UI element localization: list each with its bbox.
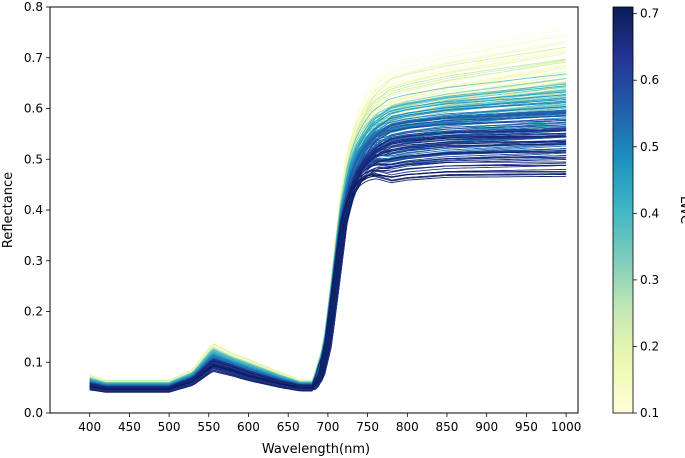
x-tick-label: 700 [316, 420, 339, 434]
y-tick-label: 0.5 [24, 152, 43, 166]
plot-frame [49, 6, 579, 414]
y-tick-label: 0.3 [24, 254, 43, 268]
colorbar-tick-label: 0.4 [640, 206, 659, 220]
colorbar-label: LWC [677, 196, 685, 224]
colorbar-tick-label: 0.7 [640, 7, 659, 21]
spectra-series [89, 27, 567, 393]
x-tick-label: 800 [396, 420, 419, 434]
spectrum-line [89, 164, 567, 388]
y-tick-label: 0.2 [24, 305, 43, 319]
y-axis-ticks: 0.0 0.1 0.2 0.3 0.4 0.5 0.6 0.7 0.8 [24, 0, 50, 420]
spectrum-line [89, 171, 567, 390]
colorbar-tick-label: 0.3 [640, 273, 659, 287]
x-tick-label: 400 [78, 420, 101, 434]
y-tick-label: 0.7 [24, 51, 43, 65]
colorbar-tick-label: 0.2 [640, 339, 659, 353]
colorbar-ticks: 0.1 0.2 0.3 0.4 0.5 0.6 0.7 [633, 7, 659, 420]
spectrum-line [89, 161, 567, 390]
colorbar-tick-label: 0.1 [640, 406, 659, 420]
x-tick-label: 600 [237, 420, 260, 434]
x-axis-ticks: 400 450 500 550 600 650 700 750 800 850 900 950 1000 [78, 413, 581, 434]
x-tick-label: 550 [197, 420, 220, 434]
colorbar [612, 6, 634, 414]
x-tick-label: 650 [277, 420, 300, 434]
x-tick-label: 850 [436, 420, 459, 434]
x-tick-label: 500 [158, 420, 181, 434]
x-tick-label: 950 [515, 420, 538, 434]
spectrum-line [89, 174, 567, 393]
x-tick-label: 750 [356, 420, 379, 434]
x-tick-label: 450 [118, 420, 141, 434]
x-tick-label: 900 [475, 420, 498, 434]
y-tick-label: 0.4 [24, 203, 43, 217]
colorbar-tick-label: 0.6 [640, 73, 659, 87]
y-axis-label: Reflectance [1, 172, 16, 248]
x-axis-label: Wavelength(nm) [262, 442, 370, 457]
colorbar-tick-label: 0.5 [640, 140, 659, 154]
y-tick-label: 0.8 [24, 0, 43, 14]
y-tick-label: 0.0 [24, 406, 43, 420]
spectrum-line [89, 130, 567, 391]
x-tick-label: 1000 [551, 420, 582, 434]
y-tick-label: 0.6 [24, 102, 43, 116]
y-tick-label: 0.1 [24, 355, 43, 369]
